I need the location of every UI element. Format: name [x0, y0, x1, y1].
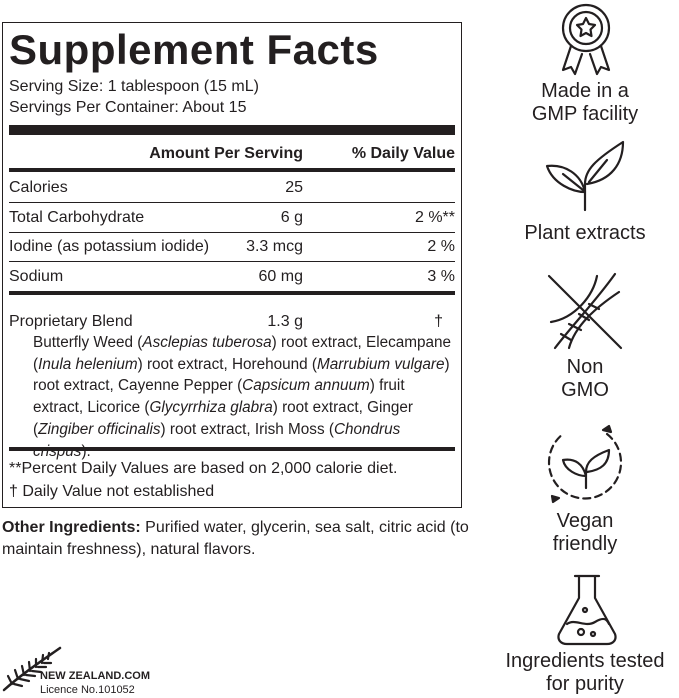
badge-label: Made in a GMP facility: [485, 80, 679, 126]
row-daily-value: 2 %**: [414, 208, 455, 226]
blend-text: ).: [81, 442, 91, 460]
amount-header: Amount Per Serving: [149, 145, 303, 162]
daily-value-header: % Daily Value: [351, 145, 455, 162]
badge-line: Vegan: [556, 510, 614, 532]
row-name: Total Carbohydrate: [9, 208, 145, 226]
badge-label: Ingredients tested for purity: [485, 650, 679, 696]
blend-description: Butterfly Weed (Asclepias tuberosa) root…: [33, 332, 453, 462]
row-name: Sodium: [9, 267, 64, 285]
serving-size: Serving Size: 1 tablespoon (15 mL): [9, 78, 259, 95]
blend-text: Glycyrrhiza glabra: [149, 399, 273, 417]
row-rule: [9, 231, 455, 233]
medium-rule: [9, 168, 455, 172]
panel-title: Supplement Facts: [9, 26, 379, 73]
blend-text: ) root extract, Irish Moss (: [160, 420, 334, 438]
row-amount: 60 mg: [258, 267, 303, 285]
row-amount: 3.3 mcg: [246, 238, 303, 255]
medium-rule: [9, 447, 455, 451]
blend-text: ) fruit extract, Licorice (: [33, 377, 405, 417]
blend-text: ) root extract, Horehound (: [137, 355, 318, 373]
badge-line: Ingredients tested: [505, 650, 665, 672]
blend-text: Zingiber officinalis: [38, 420, 161, 438]
row-name: Calories: [9, 179, 68, 196]
blend-daily-value: †: [434, 313, 443, 330]
medium-rule: [9, 291, 455, 295]
badge-line: friendly: [552, 533, 618, 555]
blend-text: Butterfly Weed (: [33, 334, 143, 351]
blend-text: ) root extract, Cayenne Pepper (: [33, 355, 450, 395]
flask-icon: [557, 574, 617, 646]
blend-text: Asclepias tuberosa: [142, 334, 272, 351]
blend-text: ) root extract, Ginger (: [33, 399, 414, 438]
logo-licence: Licence No.101052: [40, 684, 135, 696]
badge-label: Vegan friendly: [485, 510, 679, 556]
other-ingredients: Other Ingredients: Purified water, glyce…: [2, 517, 472, 561]
blend-amount: 1.3 g: [267, 313, 303, 330]
blend-name: Proprietary Blend: [9, 313, 133, 330]
badge-line: Non: [566, 356, 604, 378]
vegan-icon: [547, 424, 623, 504]
row-name: Iodine (as potassium iodide): [9, 238, 210, 255]
badge-line: GMO: [561, 379, 609, 401]
badge-label: Plant extracts: [485, 222, 679, 245]
blend-text: Chondrus crispus: [33, 420, 401, 460]
footnote: **Percent Daily Values are based on 2,00…: [9, 460, 398, 477]
medal-icon: [561, 3, 611, 76]
other-ingredients-text: Purified water, glycerin, sea salt, citr…: [2, 519, 469, 558]
blend-text: Capsicum annuum: [242, 377, 370, 395]
logo-name: NEW ZEALAND.COM: [40, 670, 150, 682]
row-daily-value: 2 %: [427, 238, 455, 255]
fern-logo: [2, 646, 62, 692]
badge-line: GMP facility: [531, 103, 639, 125]
row-rule: [9, 202, 455, 203]
row-amount: 25: [285, 179, 303, 196]
blend-text: ) root extract, Elecampane (: [33, 334, 452, 373]
badge-label: Non GMO: [485, 356, 679, 402]
other-ingredients-label: Other Ingredients:: [2, 519, 141, 536]
servings-per-container: Servings Per Container: About 15: [9, 99, 247, 116]
badge-line: for purity: [546, 673, 624, 695]
blend-text: Marrubium vulgare: [317, 355, 445, 373]
badge-line: Made in a: [541, 80, 629, 102]
badge-line: Plant extracts: [524, 222, 646, 244]
blend-text: Inula helenium: [38, 355, 138, 373]
row-rule: [9, 261, 455, 262]
plant-icon: [545, 140, 625, 212]
row-daily-value: 3 %: [427, 267, 455, 285]
row-amount: 6 g: [280, 208, 303, 226]
non-gmo-icon: [547, 272, 623, 350]
supplement-facts-panel: Supplement Facts Serving Size: 1 tablesp…: [2, 22, 462, 508]
footnote: † Daily Value not established: [9, 483, 215, 500]
thick-rule: [9, 125, 455, 135]
